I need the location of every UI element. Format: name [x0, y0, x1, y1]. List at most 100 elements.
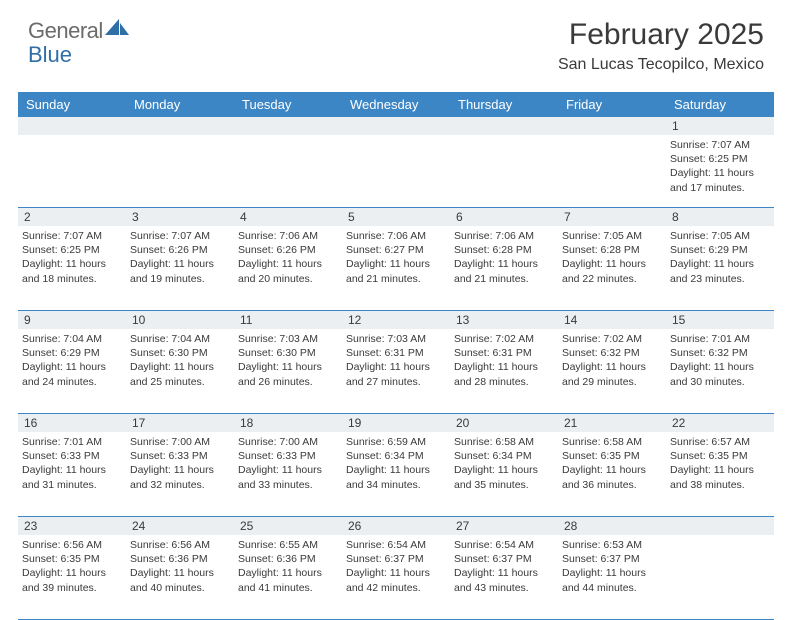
- day-number: [234, 117, 342, 135]
- daynum-row: 1: [18, 117, 774, 135]
- sunrise-text: Sunrise: 6:56 AM: [130, 538, 230, 552]
- day-number: 11: [234, 311, 342, 329]
- day2-text: and 23 minutes.: [670, 272, 770, 286]
- day-cell: Sunrise: 7:03 AMSunset: 6:30 PMDaylight:…: [234, 329, 342, 413]
- day-cell: Sunrise: 7:06 AMSunset: 6:28 PMDaylight:…: [450, 226, 558, 310]
- sunset-text: Sunset: 6:35 PM: [22, 552, 122, 566]
- day1-text: Daylight: 11 hours: [562, 257, 662, 271]
- sunset-text: Sunset: 6:36 PM: [130, 552, 230, 566]
- sunrise-text: Sunrise: 7:04 AM: [130, 332, 230, 346]
- day2-text: and 21 minutes.: [454, 272, 554, 286]
- day1-text: Daylight: 11 hours: [670, 360, 770, 374]
- day2-text: and 32 minutes.: [130, 478, 230, 492]
- day-cell: Sunrise: 6:54 AMSunset: 6:37 PMDaylight:…: [450, 535, 558, 619]
- day1-text: Daylight: 11 hours: [346, 566, 446, 580]
- sunrise-text: Sunrise: 7:04 AM: [22, 332, 122, 346]
- day-number: 18: [234, 414, 342, 432]
- day2-text: and 24 minutes.: [22, 375, 122, 389]
- day1-text: Daylight: 11 hours: [346, 257, 446, 271]
- day2-text: and 26 minutes.: [238, 375, 338, 389]
- day1-text: Daylight: 11 hours: [670, 166, 770, 180]
- day1-text: Daylight: 11 hours: [670, 463, 770, 477]
- daynum-row: 2345678: [18, 208, 774, 226]
- sunset-text: Sunset: 6:29 PM: [670, 243, 770, 257]
- day-cell: [234, 135, 342, 207]
- sunset-text: Sunset: 6:37 PM: [562, 552, 662, 566]
- sunset-text: Sunset: 6:26 PM: [238, 243, 338, 257]
- week-row: Sunrise: 7:07 AMSunset: 6:25 PMDaylight:…: [18, 226, 774, 311]
- day-number: 23: [18, 517, 126, 535]
- day2-text: and 39 minutes.: [22, 581, 122, 595]
- sunrise-text: Sunrise: 6:59 AM: [346, 435, 446, 449]
- day-number: 22: [666, 414, 774, 432]
- weekday-wed: Wednesday: [342, 92, 450, 117]
- day-number: 12: [342, 311, 450, 329]
- sunset-text: Sunset: 6:27 PM: [346, 243, 446, 257]
- sunrise-text: Sunrise: 7:05 AM: [670, 229, 770, 243]
- sunset-text: Sunset: 6:36 PM: [238, 552, 338, 566]
- sunrise-text: Sunrise: 6:58 AM: [562, 435, 662, 449]
- sunset-text: Sunset: 6:33 PM: [238, 449, 338, 463]
- day2-text: and 30 minutes.: [670, 375, 770, 389]
- day2-text: and 21 minutes.: [346, 272, 446, 286]
- day1-text: Daylight: 11 hours: [22, 360, 122, 374]
- day2-text: and 31 minutes.: [22, 478, 122, 492]
- sunset-text: Sunset: 6:34 PM: [346, 449, 446, 463]
- day-cell: Sunrise: 6:54 AMSunset: 6:37 PMDaylight:…: [342, 535, 450, 619]
- brand-part1: General: [28, 18, 103, 44]
- day1-text: Daylight: 11 hours: [670, 257, 770, 271]
- sunrise-text: Sunrise: 7:00 AM: [130, 435, 230, 449]
- day-cell: Sunrise: 7:04 AMSunset: 6:29 PMDaylight:…: [18, 329, 126, 413]
- day-cell: Sunrise: 7:07 AMSunset: 6:25 PMDaylight:…: [18, 226, 126, 310]
- day1-text: Daylight: 11 hours: [238, 463, 338, 477]
- day2-text: and 22 minutes.: [562, 272, 662, 286]
- day-number: 21: [558, 414, 666, 432]
- day-number: [450, 117, 558, 135]
- weekday-sat: Saturday: [666, 92, 774, 117]
- day-number: 16: [18, 414, 126, 432]
- day1-text: Daylight: 11 hours: [130, 566, 230, 580]
- sunset-text: Sunset: 6:35 PM: [562, 449, 662, 463]
- sunset-text: Sunset: 6:34 PM: [454, 449, 554, 463]
- day1-text: Daylight: 11 hours: [454, 257, 554, 271]
- day1-text: Daylight: 11 hours: [22, 463, 122, 477]
- day-cell: Sunrise: 7:07 AMSunset: 6:25 PMDaylight:…: [666, 135, 774, 207]
- sunrise-text: Sunrise: 7:03 AM: [238, 332, 338, 346]
- day1-text: Daylight: 11 hours: [238, 360, 338, 374]
- sunrise-text: Sunrise: 6:53 AM: [562, 538, 662, 552]
- day2-text: and 35 minutes.: [454, 478, 554, 492]
- daynum-row: 232425262728: [18, 517, 774, 535]
- sunrise-text: Sunrise: 7:06 AM: [454, 229, 554, 243]
- day-number: 14: [558, 311, 666, 329]
- day1-text: Daylight: 11 hours: [130, 463, 230, 477]
- day-cell: Sunrise: 7:01 AMSunset: 6:32 PMDaylight:…: [666, 329, 774, 413]
- day1-text: Daylight: 11 hours: [454, 360, 554, 374]
- day-number: 24: [126, 517, 234, 535]
- day-cell: Sunrise: 6:59 AMSunset: 6:34 PMDaylight:…: [342, 432, 450, 516]
- sunrise-text: Sunrise: 7:01 AM: [22, 435, 122, 449]
- day1-text: Daylight: 11 hours: [454, 566, 554, 580]
- day2-text: and 38 minutes.: [670, 478, 770, 492]
- brand-sail-icon: [105, 17, 131, 37]
- day-cell: [126, 135, 234, 207]
- day1-text: Daylight: 11 hours: [562, 463, 662, 477]
- sunset-text: Sunset: 6:28 PM: [562, 243, 662, 257]
- sunrise-text: Sunrise: 7:00 AM: [238, 435, 338, 449]
- day1-text: Daylight: 11 hours: [346, 360, 446, 374]
- weekday-thu: Thursday: [450, 92, 558, 117]
- day1-text: Daylight: 11 hours: [562, 360, 662, 374]
- sunrise-text: Sunrise: 6:54 AM: [346, 538, 446, 552]
- day-cell: Sunrise: 6:57 AMSunset: 6:35 PMDaylight:…: [666, 432, 774, 516]
- day-cell: [18, 135, 126, 207]
- sunrise-text: Sunrise: 6:54 AM: [454, 538, 554, 552]
- daynum-row: 9101112131415: [18, 311, 774, 329]
- sunset-text: Sunset: 6:32 PM: [670, 346, 770, 360]
- day2-text: and 19 minutes.: [130, 272, 230, 286]
- calendar: Sunday Monday Tuesday Wednesday Thursday…: [18, 92, 774, 620]
- sunrise-text: Sunrise: 7:01 AM: [670, 332, 770, 346]
- day-cell: Sunrise: 6:58 AMSunset: 6:35 PMDaylight:…: [558, 432, 666, 516]
- day-cell: Sunrise: 7:07 AMSunset: 6:26 PMDaylight:…: [126, 226, 234, 310]
- day2-text: and 43 minutes.: [454, 581, 554, 595]
- sunset-text: Sunset: 6:28 PM: [454, 243, 554, 257]
- weekday-mon: Monday: [126, 92, 234, 117]
